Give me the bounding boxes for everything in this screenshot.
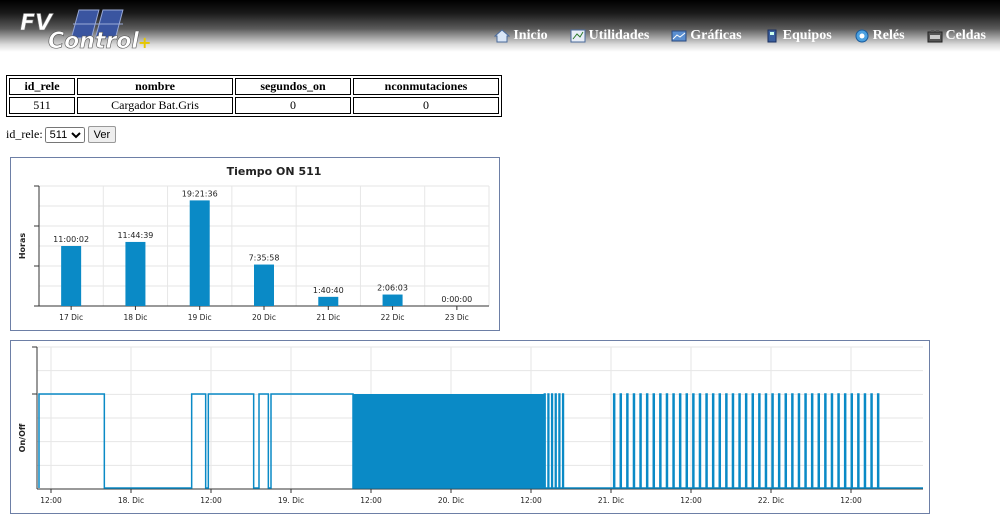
id-rele-label: id_rele: — [6, 127, 43, 141]
x-tick-label: 22. Dic — [758, 496, 784, 505]
x-tick-label: 12:00 — [680, 496, 702, 505]
dense-switching-block — [353, 394, 545, 488]
col-header-segundos-on: segundos_on — [235, 78, 351, 95]
bar — [254, 264, 274, 306]
onoff-chart: On/Off 12:00 18. Dic 12:00 19. Dic 12:00 20. D… — [10, 340, 930, 514]
main-nav: Inicio Utilidades Gráficas Equipos Relés… — [472, 28, 986, 44]
x-tick-label: 12:00 — [360, 496, 382, 505]
cell-segundos-on: 0 — [235, 97, 351, 114]
svg-text:FV: FV — [20, 11, 54, 36]
x-tick-label: 19. Dic — [278, 496, 304, 505]
col-header-nombre: nombre — [77, 78, 233, 95]
ver-button[interactable]: Ver — [87, 126, 117, 143]
svg-text:Control: Control — [48, 29, 139, 50]
bar — [318, 296, 339, 306]
nav-inicio-label: Inicio — [513, 28, 548, 43]
x-tick-label: 17 Dic — [59, 313, 83, 322]
x-tick-label: 22 Dic — [381, 313, 405, 322]
x-tick-label: 12:00 — [520, 496, 542, 505]
bar-data-label: 11:44:39 — [117, 231, 153, 240]
home-icon — [494, 29, 511, 43]
y-axis-label: On/Off — [18, 423, 27, 452]
utilities-icon — [570, 29, 586, 43]
x-tick-label: 12:00 — [40, 496, 62, 505]
onoff-series-line — [38, 393, 923, 489]
header-bar: FV Control + Inicio Utilidades Gráficas … — [0, 0, 1000, 52]
bar-data-label: 1:40:40 — [313, 286, 344, 295]
nav-reles[interactable]: Relés — [854, 28, 905, 44]
x-tick-label: 12:00 — [200, 496, 222, 505]
cell-nconmutaciones: 0 — [353, 97, 499, 114]
nav-graficas-label: Gráficas — [690, 28, 742, 43]
bar — [61, 245, 82, 306]
cell-nombre: Cargador Bat.Gris — [77, 97, 233, 114]
bar-data-label: 0:00:00 — [441, 295, 472, 304]
nav-utilidades-label: Utilidades — [588, 28, 650, 43]
nav-celdas-label: Celdas — [945, 28, 986, 43]
x-tick-label: 21. Dic — [598, 496, 624, 505]
id-rele-select[interactable]: 511 — [44, 126, 85, 143]
bar — [189, 200, 210, 306]
bar — [125, 241, 146, 306]
bar — [382, 294, 403, 306]
nav-inicio[interactable]: Inicio — [494, 28, 548, 44]
nav-utilidades[interactable]: Utilidades — [570, 28, 650, 44]
cells-icon — [927, 30, 943, 43]
nav-graficas[interactable]: Gráficas — [671, 28, 742, 44]
nav-reles-label: Relés — [872, 28, 905, 43]
relay-icon — [855, 29, 869, 43]
x-tick-label: 18 Dic — [123, 313, 147, 322]
bar-data-label: 11:00:02 — [53, 235, 89, 244]
svg-text:+: + — [138, 33, 151, 50]
x-tick-label: 21 Dic — [316, 313, 340, 322]
charts-icon — [671, 30, 687, 42]
tiempo-on-chart-svg: Tiempo ON 511 Horas 11:00:02 17 Dic 11:44:39… — [18, 165, 490, 322]
y-axis-label: Horas — [18, 233, 27, 260]
table-header-row: id_rele nombre segundos_on nconmutacione… — [9, 78, 499, 95]
x-tick-label: 23 Dic — [445, 313, 469, 322]
cell-id-rele: 511 — [9, 97, 75, 114]
table-row: 511 Cargador Bat.Gris 0 0 — [9, 97, 499, 114]
bar-data-label: 19:21:36 — [182, 189, 218, 198]
x-tick-label: 19 Dic — [188, 313, 212, 322]
bar-data-label: 7:35:58 — [249, 254, 280, 263]
tiempo-on-chart: Tiempo ON 511 Horas 11:00:02 17 Dic 11:44:39… — [10, 157, 500, 331]
onoff-chart-svg: On/Off 12:00 18. Dic 12:00 19. Dic 12:00 20. D… — [18, 346, 923, 505]
x-tick-label: 20. Dic — [438, 496, 464, 505]
rele-table: id_rele nombre segundos_on nconmutacione… — [6, 75, 502, 117]
nav-equipos[interactable]: Equipos — [764, 28, 832, 44]
nav-equipos-label: Equipos — [782, 28, 832, 43]
x-tick-label: 20 Dic — [252, 313, 276, 322]
bar-data-label: 2:06:03 — [377, 284, 408, 293]
x-tick-label: 12:00 — [840, 496, 862, 505]
devices-icon — [767, 29, 777, 43]
rele-form: id_rele: 511 Ver — [6, 126, 117, 143]
x-tick-label: 18. Dic — [118, 496, 144, 505]
chart-title: Tiempo ON 511 — [227, 165, 322, 178]
col-header-nconmutaciones: nconmutaciones — [353, 78, 499, 95]
app-logo[interactable]: FV Control + — [18, 6, 158, 50]
nav-celdas[interactable]: Celdas — [927, 28, 986, 44]
col-header-id-rele: id_rele — [9, 78, 75, 95]
